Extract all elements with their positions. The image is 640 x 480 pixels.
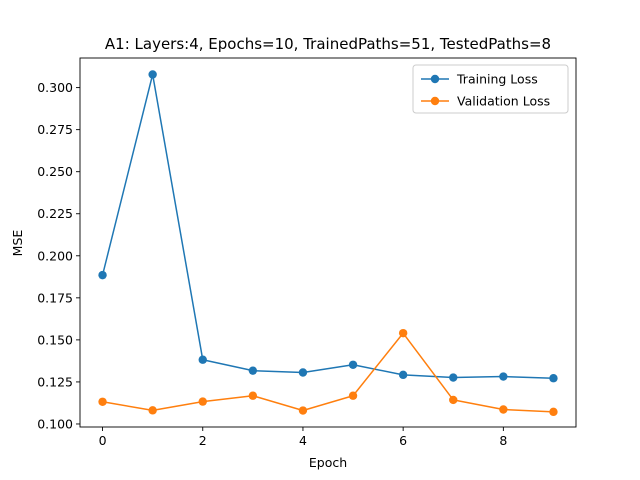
legend-marker-0: [431, 75, 439, 83]
series-1-point-6: [399, 329, 407, 337]
chart-title: A1: Layers:4, Epochs=10, TrainedPaths=51…: [105, 35, 551, 53]
series-0-point-0: [98, 271, 106, 279]
y-tick-label-6: 0.250: [37, 164, 73, 179]
x-tick-label-3: 6: [399, 433, 407, 448]
y-tick-label-2: 0.150: [37, 332, 73, 347]
series-0-point-2: [199, 356, 207, 364]
series-1-point-2: [199, 397, 207, 405]
series-1-point-8: [499, 405, 507, 413]
x-tick-label-0: 0: [99, 433, 107, 448]
series-1-point-9: [549, 408, 557, 416]
series-0-point-9: [549, 374, 557, 382]
y-axis-label: MSE: [10, 230, 25, 257]
y-tick-label-8: 0.300: [37, 80, 73, 95]
series-1-point-5: [349, 392, 357, 400]
legend: Training Loss Validation Loss: [413, 65, 568, 113]
series-0-point-6: [399, 371, 407, 379]
series-0-point-1: [148, 70, 156, 78]
y-tick-label-4: 0.200: [37, 248, 73, 263]
x-axis-label: Epoch: [309, 455, 347, 470]
series-1-point-1: [148, 406, 156, 414]
y-tick-label-5: 0.225: [37, 206, 73, 221]
x-tick-label-1: 2: [199, 433, 207, 448]
legend-label-1: Validation Loss: [457, 94, 550, 109]
series-1-point-3: [249, 392, 257, 400]
legend-marker-1: [431, 97, 439, 105]
series-0-point-7: [449, 373, 457, 381]
series-0-point-5: [349, 361, 357, 369]
y-tick-label-0: 0.100: [37, 416, 73, 431]
x-tick-label-2: 4: [299, 433, 307, 448]
series-0-point-4: [299, 368, 307, 376]
series-1-point-0: [98, 398, 106, 406]
y-tick-label-1: 0.125: [37, 374, 73, 389]
series-0-point-3: [249, 366, 257, 374]
series-0-point-8: [499, 372, 507, 380]
y-tick-label-3: 0.175: [37, 290, 73, 305]
legend-label-0: Training Loss: [456, 72, 538, 87]
y-tick-label-7: 0.275: [37, 122, 73, 137]
series-1-point-4: [299, 406, 307, 414]
x-tick-label-4: 8: [499, 433, 507, 448]
series-1-point-7: [449, 396, 457, 404]
